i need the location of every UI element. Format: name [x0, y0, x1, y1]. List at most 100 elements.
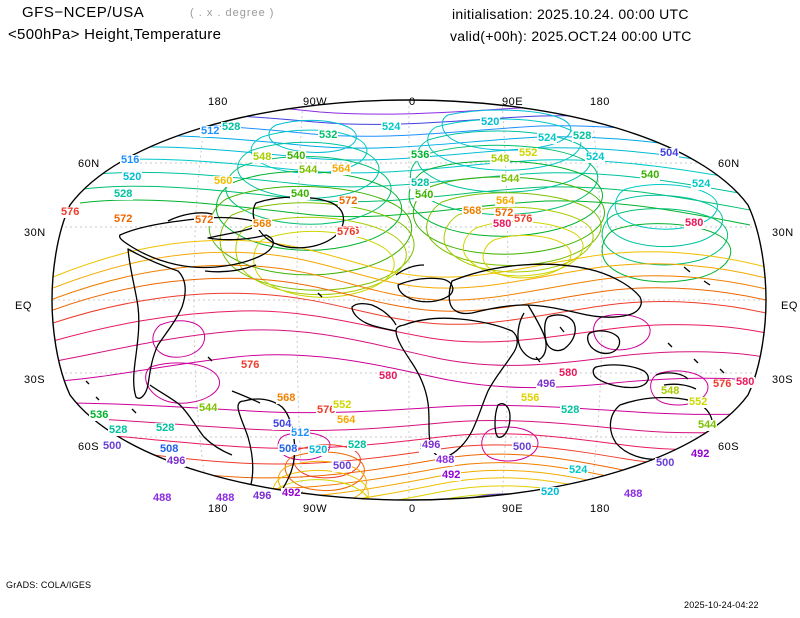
initialisation-time: initialisation: 2025.10.24. 00:00 UTC: [452, 6, 689, 22]
contour-label: 520: [540, 486, 561, 498]
contour-label: 580: [492, 218, 513, 230]
render-timestamp: 2025-10-24-04:22: [684, 600, 759, 610]
contour-label: 540: [286, 150, 307, 162]
contour-label: 580: [684, 217, 705, 229]
axis-label-lat-right-1: 30N: [772, 227, 794, 239]
contour-label: 520: [480, 116, 501, 128]
contour-label: 520: [308, 444, 329, 456]
contour-label: 548: [660, 385, 681, 397]
contour-label: 576: [316, 404, 337, 416]
contour-label: 488: [152, 492, 173, 504]
contour-label: 544: [198, 402, 219, 414]
axis-label-lat-left-0: 60N: [78, 158, 100, 170]
contour-label: 496: [166, 455, 187, 467]
contour-label: 488: [435, 454, 456, 466]
contour-label: 492: [441, 469, 462, 481]
axis-label-lat-left-2: EQ: [15, 300, 32, 312]
contour-label: 576: [513, 213, 534, 225]
contour-label: 528: [347, 439, 368, 451]
axis-label-lon-top-0: 180: [208, 96, 228, 108]
contour-label: 528: [108, 424, 129, 436]
contour-label: 580: [558, 367, 579, 379]
map-frame: [51, 99, 767, 501]
contour-label: 512: [290, 427, 311, 439]
axis-label-lon-top-2: 0: [409, 96, 416, 108]
contour-label: 552: [688, 396, 709, 408]
contour-label: 508: [159, 443, 180, 455]
contour-label: 568: [252, 218, 273, 230]
contour-label: 536: [410, 149, 431, 161]
contour-label: 500: [102, 440, 123, 452]
contour-label: 504: [272, 418, 293, 430]
contour-label: 576: [712, 378, 733, 390]
contour-label: 528: [221, 121, 242, 133]
contour-label: 552: [518, 147, 539, 159]
contour-label: 548: [252, 151, 273, 163]
contour-label: 564: [336, 414, 357, 426]
contour-label: 500: [512, 441, 533, 453]
axis-label-lon-bottom-1: 90W: [303, 503, 328, 515]
axis-label-lon-top-3: 90E: [502, 96, 524, 108]
axis-label-lat-right-4: 60S: [718, 441, 740, 453]
contour-label: 492: [690, 448, 711, 460]
map-canvas[interactable]: [0, 85, 800, 515]
contour-label: 568: [276, 392, 297, 404]
axis-label-lat-right-3: 30S: [772, 374, 794, 386]
contour-band-north-warm: [52, 239, 766, 389]
contour-label: 576: [240, 359, 261, 371]
height-contours: [52, 102, 766, 500]
axis-label-lon-bottom-2: 0: [409, 503, 416, 515]
contour-label: 500: [655, 457, 676, 469]
contour-tropics: [145, 314, 709, 462]
contour-label: 532: [318, 129, 339, 141]
contour-label: 496: [536, 378, 557, 390]
contour-label: 500: [332, 460, 353, 472]
axis-label-lat-left-4: 60S: [78, 441, 100, 453]
contour-label: 576: [60, 206, 81, 218]
contour-label: 512: [200, 125, 221, 137]
contour-label: 580: [378, 370, 399, 382]
axis-label-lon-top-1: 90W: [303, 96, 328, 108]
contour-label: 516: [120, 154, 141, 166]
contour-label: 520: [122, 171, 143, 183]
axis-label-lat-left-1: 30N: [24, 227, 46, 239]
contour-label: 528: [560, 404, 581, 416]
contour-label: 580: [735, 376, 756, 388]
axis-label-lon-bottom-4: 180: [590, 503, 610, 515]
contour-label: 528: [113, 188, 134, 200]
contour-label: 528: [155, 422, 176, 434]
contour-label: 572: [194, 214, 215, 226]
contour-label: 544: [500, 173, 521, 185]
contour-label: 496: [421, 439, 442, 451]
contour-label: 528: [410, 177, 431, 189]
contour-label: 524: [537, 132, 558, 144]
contour-label: 524: [585, 151, 606, 163]
axis-label-lat-right-0: 60N: [718, 158, 740, 170]
valid-time: valid(+00h): 2025.OCT.24 00:00 UTC: [450, 28, 692, 44]
contour-label: 528: [572, 130, 593, 142]
contour-label: 544: [298, 164, 319, 176]
contour-label: 564: [331, 163, 352, 175]
contour-label: 540: [640, 169, 661, 181]
contour-label: 524: [568, 464, 589, 476]
axis-label-lon-bottom-3: 90E: [502, 503, 524, 515]
grads-credit: GrADS: COLA/IGES: [6, 580, 92, 590]
contour-map[interactable]: [0, 85, 800, 515]
contour-label: 496: [252, 490, 273, 502]
contour-label: 524: [381, 121, 402, 133]
contour-label: 524: [691, 178, 712, 190]
contour-label: 488: [623, 488, 644, 500]
contour-label: 564: [495, 195, 516, 207]
axis-label-lat-right-2: EQ: [781, 300, 798, 312]
contour-label: 544: [697, 419, 718, 431]
model-name: GFS−NCEP/USA: [22, 4, 145, 21]
level-field-title: <500hPa> Height,Temperature: [8, 26, 222, 43]
contour-label: 560: [213, 175, 234, 187]
contour-label: 536: [89, 409, 110, 421]
contour-label: 540: [414, 189, 435, 201]
contour-label: 540: [290, 188, 311, 200]
axis-label-lon-bottom-0: 180: [208, 503, 228, 515]
axis-label-lat-left-3: 30S: [24, 374, 46, 386]
contour-label: 548: [490, 153, 511, 165]
resolution-note: ( . x . degree ): [190, 7, 275, 19]
